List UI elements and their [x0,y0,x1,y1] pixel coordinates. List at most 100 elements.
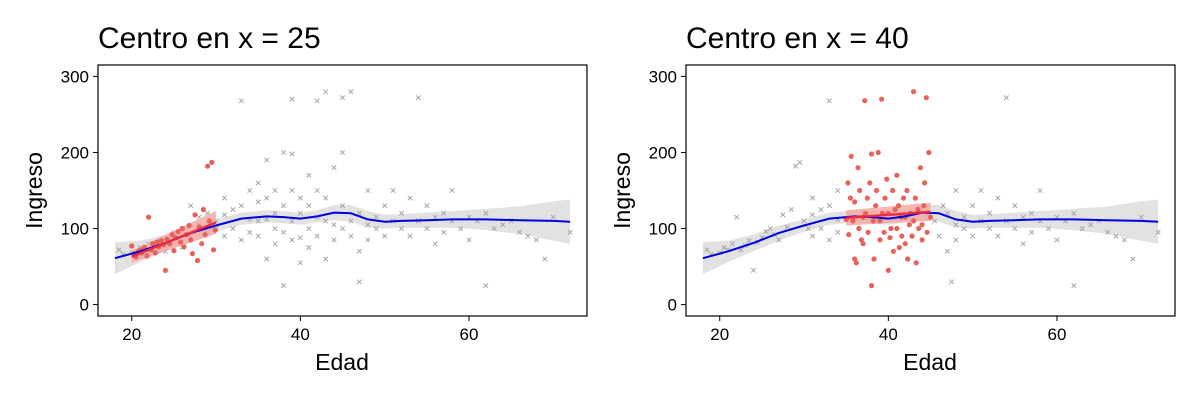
background-point [323,256,329,262]
background-point [264,256,270,262]
background-point [1079,225,1085,232]
background-point [238,237,244,243]
background-point [1088,222,1094,228]
window-point [924,229,930,235]
background-point [297,235,303,241]
background-point [961,225,967,232]
background-points [116,89,573,289]
background-point [970,203,976,209]
background-point [188,203,194,209]
background-point [767,225,773,232]
window-point [916,225,922,232]
chart-title: Centro en x = 40 [686,22,909,55]
background-point [221,212,228,218]
plot-frame [97,64,588,317]
background-point [721,244,727,251]
background-point [704,247,710,253]
local-fit-line [846,210,931,220]
background-point [424,225,430,232]
background-point [297,210,303,216]
background-point [763,229,769,235]
background-point [398,225,405,232]
background-point [289,96,295,102]
background-point [280,229,287,235]
window-point [923,95,929,101]
background-point [280,149,287,156]
background-point [272,241,278,247]
window-point [192,212,198,218]
background-point [835,229,841,235]
window-point [845,180,851,186]
background-point [247,229,253,235]
background-point [1037,187,1043,194]
background-point [432,214,438,220]
background-point [734,214,740,220]
background-point [1029,229,1035,235]
y-tick-label: 100 [61,220,89,239]
background-point [1012,225,1018,232]
background-point [970,233,976,239]
window-point [926,149,932,156]
panel-centro-25: Centro en x = 25 Edad Ingreso 20 40 60 0 100 200… [21,22,588,375]
background-point [264,195,270,201]
window-point [848,153,854,159]
background-point [255,199,261,205]
window-point [864,195,870,201]
background-point [365,237,371,243]
background-point [944,248,950,254]
background-point [272,225,278,232]
window-point [896,244,902,251]
background-point [306,244,312,251]
background-point [441,210,447,216]
window-point [206,218,212,224]
background-point [1020,241,1026,247]
background-point [356,279,362,285]
background-point [339,149,346,156]
window-point [186,222,192,229]
background-point [289,218,295,224]
window-point [877,218,883,224]
background-point [348,233,354,239]
background-point [826,237,832,243]
background-point [1104,229,1111,235]
window-point [144,253,150,259]
background-point [483,210,489,216]
background-point [255,233,261,239]
y-tick-label: 0 [668,296,677,315]
window-point [913,260,919,266]
plot-area [114,89,573,289]
background-point [457,225,464,232]
background-point [1113,233,1119,239]
background-point [483,283,489,289]
x-tick-label: 60 [460,325,479,344]
window-point [899,233,905,239]
window-point [890,248,897,254]
window-point [881,229,887,235]
window-point [877,237,883,243]
background-point [264,157,270,163]
background-point [289,187,295,194]
background-point [1071,283,1077,289]
background-point [793,163,799,169]
background-point [339,203,346,209]
background-point [382,203,388,209]
background-point [348,218,354,224]
window-point [210,247,217,253]
window-point [199,241,205,247]
background-point [1155,229,1161,235]
window-point [178,239,184,245]
background-point [331,237,337,243]
background-point [809,195,816,201]
background-point [550,214,556,220]
window-point [853,260,859,266]
background-point [306,225,312,232]
window-point [917,165,924,171]
window-point [922,180,928,186]
window-point [921,203,927,209]
background-point [247,187,253,194]
background-point [750,267,757,273]
window-point [909,233,915,239]
background-point [323,218,329,224]
background-point [953,237,959,243]
background-point [776,237,782,243]
